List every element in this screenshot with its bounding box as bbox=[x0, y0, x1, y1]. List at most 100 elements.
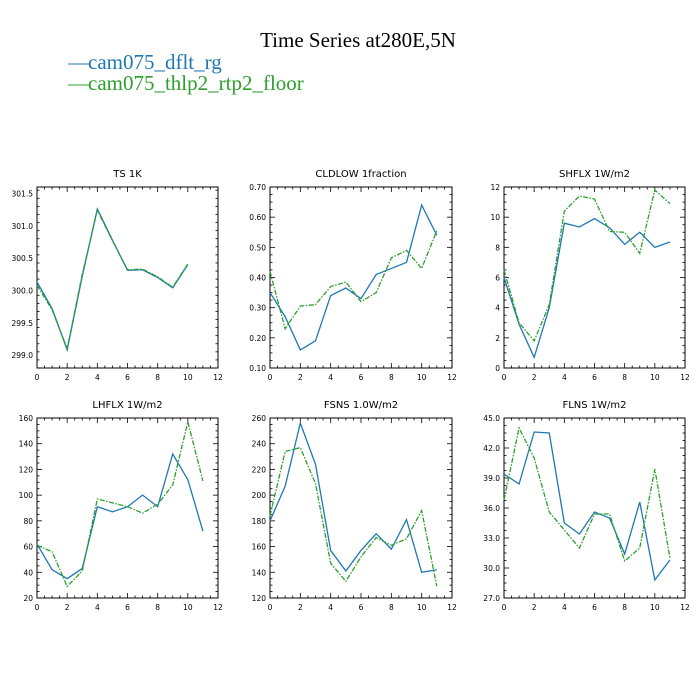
panel-1-ytick-label: 299.5 bbox=[12, 319, 34, 328]
panel-4-ytick-label: 120 bbox=[19, 465, 34, 474]
panel-6-title: FLNS 1W/m2 bbox=[562, 400, 626, 411]
panel-2-xtick-label: 10 bbox=[417, 373, 427, 382]
panel-5-ytick-label: 240 bbox=[252, 440, 267, 449]
panel-5-ytick-label: 220 bbox=[252, 465, 267, 474]
panel-4-ytick-label: 160 bbox=[19, 414, 34, 423]
panel-6-ytick-label: 36.0 bbox=[483, 504, 500, 513]
panel-5-title: FSNS 1.0W/m2 bbox=[324, 400, 398, 411]
legend-dash-dflt: — bbox=[68, 50, 89, 74]
panel-6-xtick-label: 0 bbox=[502, 603, 507, 612]
panel-4-ytick-label: 140 bbox=[19, 440, 34, 449]
panel-3-ytick-label: 12 bbox=[490, 183, 500, 192]
panel-6-xtick-label: 10 bbox=[650, 603, 660, 612]
legend-dash-floor: — bbox=[68, 71, 89, 95]
panel-4-xtick-label: 4 bbox=[95, 603, 100, 612]
panel-1-ytick-label: 300.0 bbox=[12, 286, 34, 295]
panel-2-ytick-label: 0.50 bbox=[249, 243, 266, 252]
panel-3-series-floor-line bbox=[503, 188, 671, 343]
panel-5-xtick-label: 6 bbox=[359, 603, 364, 612]
panel-6-frame bbox=[503, 417, 686, 599]
panel-2-title: CLDLOW 1fraction bbox=[315, 169, 406, 180]
panel-5-frame bbox=[269, 417, 453, 599]
panel-6-ytick-label: 42.0 bbox=[483, 444, 500, 453]
panel-1-xtick-label: 8 bbox=[155, 373, 160, 382]
panel-2-xtick-label: 0 bbox=[268, 373, 273, 382]
panel-6-series-floor-line bbox=[503, 426, 671, 563]
panel-6-ytick-label: 33.0 bbox=[483, 534, 500, 543]
panel-1-xtick-label: 0 bbox=[35, 373, 40, 382]
panel-3-ytick-label: 10 bbox=[490, 213, 500, 222]
panel-4-frame bbox=[36, 417, 219, 599]
panel-5-ytick-label: 160 bbox=[252, 543, 267, 552]
panel-3-xtick-label: 6 bbox=[592, 373, 597, 382]
panel-4-xtick-label: 8 bbox=[155, 603, 160, 612]
panel-2-xtick-label: 4 bbox=[328, 373, 333, 382]
legend-item-floor: —cam075_thlp2_rtp2_floor bbox=[68, 73, 304, 94]
panel-4-xtick-label: 10 bbox=[183, 603, 193, 612]
panel-1-title: TS 1K bbox=[112, 169, 142, 180]
panel-3-xtick-label: 8 bbox=[622, 373, 627, 382]
panel-1-ytick-label: 301.5 bbox=[12, 189, 34, 198]
panel-1-ytick-label: 301.0 bbox=[12, 222, 34, 231]
panel-4-ytick-label: 80 bbox=[23, 517, 33, 526]
panel-1-ytick-label: 300.5 bbox=[12, 254, 34, 263]
panel-5-xtick-label: 0 bbox=[268, 603, 273, 612]
panel-2-ytick-label: 0.10 bbox=[249, 364, 266, 373]
panel-5-ytick-label: 260 bbox=[252, 414, 267, 423]
panel-6-ytick-label: 27.0 bbox=[483, 594, 500, 603]
panel-1-xtick-label: 10 bbox=[183, 373, 193, 382]
panel-1-xtick-label: 2 bbox=[65, 373, 70, 382]
panel-5-ytick-label: 140 bbox=[252, 568, 267, 577]
panel-5-xtick-label: 12 bbox=[447, 603, 457, 612]
panel-6-ytick-label: 45.0 bbox=[483, 414, 500, 423]
panel-4-xtick-label: 2 bbox=[65, 603, 70, 612]
panel-2-xtick-label: 2 bbox=[298, 373, 303, 382]
panel-3-xtick-label: 12 bbox=[680, 373, 690, 382]
panel-6-ytick-label: 30.0 bbox=[483, 564, 500, 573]
panel-2-series-floor-line bbox=[269, 230, 438, 331]
panel-5-xtick-label: 8 bbox=[389, 603, 394, 612]
panel-1-xtick-label: 4 bbox=[95, 373, 100, 382]
panel-2-ytick-label: 0.70 bbox=[249, 183, 266, 192]
panel-3-frame bbox=[503, 186, 686, 369]
panel-4-ytick-label: 20 bbox=[23, 594, 33, 603]
panel-3-ytick-label: 0 bbox=[495, 364, 500, 373]
page-title: Time Series at280E,5N bbox=[260, 28, 456, 52]
legend-label-floor: cam075_thlp2_rtp2_floor bbox=[88, 71, 304, 95]
panel-4-series-dflt-line bbox=[36, 452, 204, 580]
panel-4-title: LHFLX 1W/m2 bbox=[92, 400, 162, 411]
panel-5-series-floor-line bbox=[269, 446, 438, 587]
panel-1-ytick-label: 299.0 bbox=[12, 351, 34, 360]
panel-2-ytick-label: 0.20 bbox=[249, 334, 266, 343]
panel-5-ytick-label: 120 bbox=[252, 594, 267, 603]
panel-4-xtick-label: 12 bbox=[213, 603, 223, 612]
panel-2-series-dflt-line bbox=[269, 203, 438, 351]
panel-3-ytick-label: 2 bbox=[495, 334, 500, 343]
panel-5-ytick-label: 180 bbox=[252, 517, 267, 526]
panel-5-ytick-label: 200 bbox=[252, 491, 267, 500]
panel-4-ytick-label: 40 bbox=[23, 568, 33, 577]
panel-3-xtick-label: 4 bbox=[562, 373, 567, 382]
panel-5-xtick-label: 4 bbox=[328, 603, 333, 612]
panel-3-ytick-label: 6 bbox=[495, 274, 500, 283]
panel-2-xtick-label: 6 bbox=[359, 373, 364, 382]
panel-6-series-dflt-line bbox=[503, 431, 671, 582]
legend-item-dflt: —cam075_dflt_rg bbox=[68, 52, 304, 73]
panel-3-ytick-label: 8 bbox=[495, 243, 500, 252]
panel-2-xtick-label: 8 bbox=[389, 373, 394, 382]
panel-4-ytick-label: 100 bbox=[19, 491, 34, 500]
panel-2-frame bbox=[269, 186, 453, 369]
panel-1-xtick-label: 6 bbox=[125, 373, 130, 382]
panel-4-series-floor-line bbox=[36, 421, 204, 588]
panel-6-xtick-label: 12 bbox=[680, 603, 690, 612]
panel-3-ytick-label: 4 bbox=[495, 304, 500, 313]
panel-3-xtick-label: 0 bbox=[502, 373, 507, 382]
panel-1-series-floor-line bbox=[36, 208, 189, 351]
panel-5-xtick-label: 2 bbox=[298, 603, 303, 612]
panel-1-xtick-label: 12 bbox=[213, 373, 223, 382]
panel-4-xtick-label: 6 bbox=[125, 603, 130, 612]
panel-3-title: SHFLX 1W/m2 bbox=[559, 169, 630, 180]
panel-3-series-dflt-line bbox=[503, 217, 671, 360]
legend: —cam075_dflt_rg —cam075_thlp2_rtp2_floor bbox=[68, 52, 304, 94]
panel-6-xtick-label: 8 bbox=[622, 603, 627, 612]
